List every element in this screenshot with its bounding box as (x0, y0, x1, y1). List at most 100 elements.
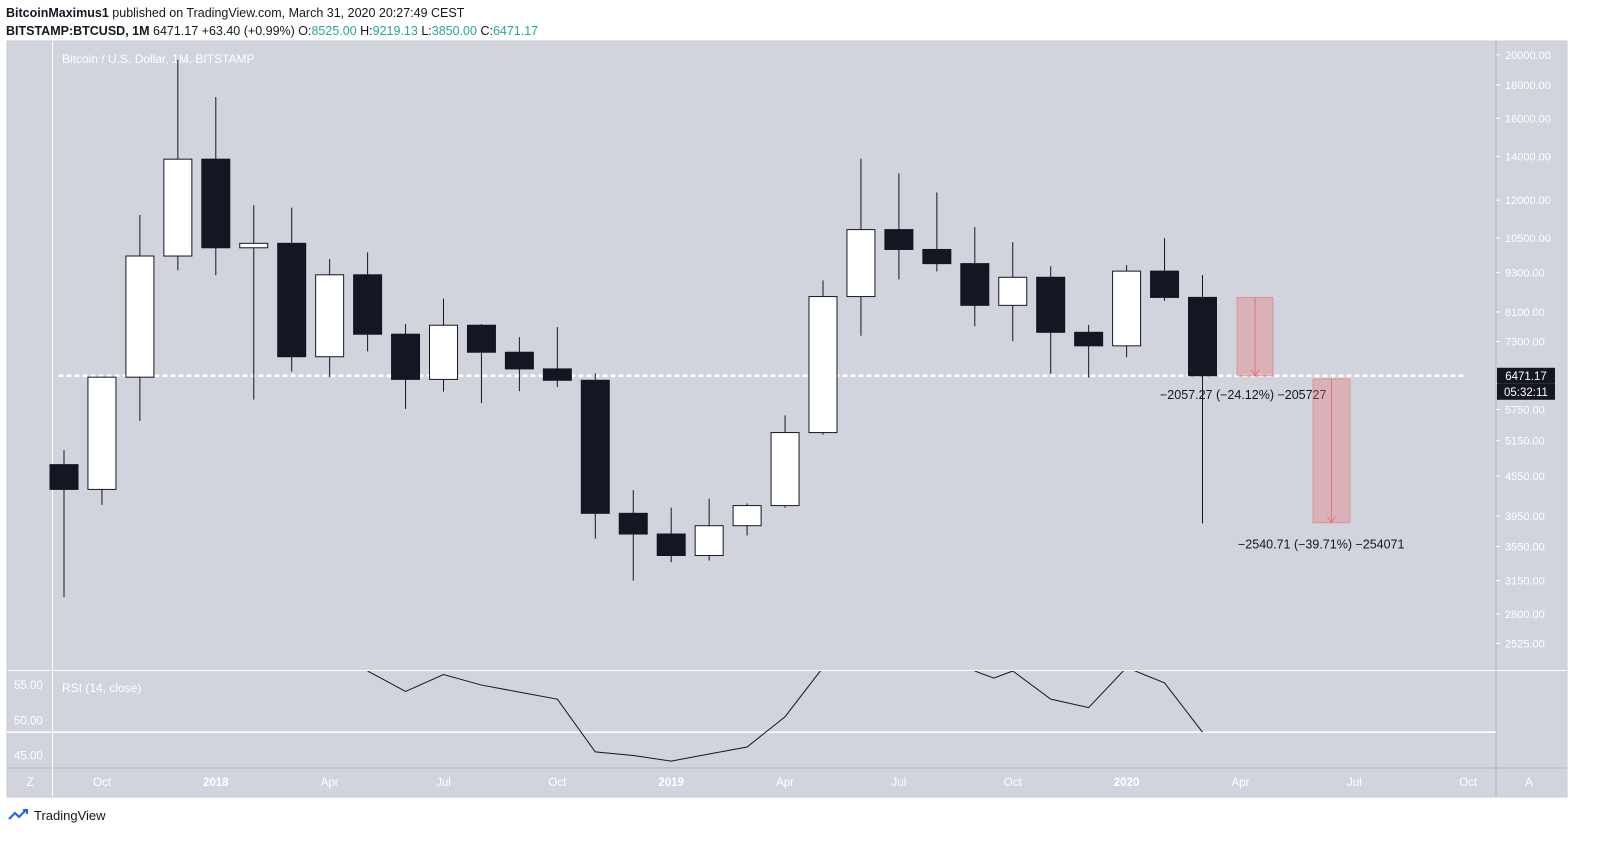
symbol-line: BITSTAMP:BTCUSD, 1M 6471.17 +63.40 (+0.9… (6, 22, 538, 40)
price-tick-label: 2800.00 (1505, 609, 1545, 621)
price-tick-label: 3550.00 (1505, 542, 1545, 554)
candle-body[interactable] (163, 158, 193, 257)
candle-body[interactable] (770, 432, 800, 507)
high-label: H: (360, 24, 373, 38)
price-tick-label: 16000.00 (1505, 113, 1551, 125)
candle-body[interactable] (656, 533, 686, 557)
price-change: +63.40 (+0.99%) (201, 24, 295, 38)
chart-watermark: Bitcoin / U.S. Dollar, 1M, BITSTAMP (62, 52, 255, 66)
price-tick-label: 9300.00 (1505, 268, 1545, 280)
time-tick-label: Apr (321, 777, 339, 789)
candle-body[interactable] (732, 505, 762, 527)
close-value: 6471.17 (492, 24, 539, 38)
publish-line: BitcoinMaximus1 published on TradingView… (6, 4, 538, 22)
rsi-tick-label: 45.00 (14, 750, 43, 762)
rsi-pane-background (7, 671, 1496, 768)
candle-body[interactable] (277, 242, 307, 358)
rsi-line-segment-1 (367, 671, 821, 762)
candle-body[interactable] (504, 351, 534, 370)
price-tick-label: 8100.00 (1505, 307, 1545, 319)
candle-body[interactable] (808, 296, 838, 434)
candle-body[interactable] (1150, 270, 1180, 298)
rsi-lines (367, 671, 1203, 762)
price-tick-label: 12000.00 (1505, 195, 1551, 207)
measure-label-2: −2540.71 (−39.71%) −254071 (1238, 538, 1405, 552)
candle-body[interactable] (580, 379, 610, 514)
candle-body[interactable] (49, 464, 79, 490)
candle-body[interactable] (239, 242, 269, 249)
candle-body[interactable] (391, 333, 421, 380)
candle-body[interactable] (466, 324, 496, 353)
price-tick-label: 10500.00 (1505, 233, 1551, 245)
time-tick-label: Jul (892, 777, 907, 789)
low-value: 3850.00 (431, 24, 477, 38)
rsi-label: RSI (14, close) (62, 681, 141, 695)
time-tick-label: 2020 (1114, 777, 1140, 789)
price-tick-label: 7300.00 (1505, 337, 1545, 349)
candle-body[interactable] (201, 158, 231, 249)
publish-info: published on TradingView.com, March 31, … (112, 6, 465, 20)
candle-body[interactable] (429, 324, 458, 380)
footer-brand[interactable]: TradingView (34, 808, 106, 823)
open-value: 8525.00 (311, 24, 357, 38)
time-tick-label: Apr (776, 777, 794, 789)
chart-header: BitcoinMaximus1 published on TradingView… (6, 4, 538, 40)
candle-body[interactable] (884, 229, 914, 250)
footer: TradingView (8, 808, 106, 823)
author-name[interactable]: BitcoinMaximus1 (6, 6, 109, 20)
z-button-label[interactable]: Z (26, 775, 33, 789)
rsi-tick-label: 55.00 (14, 680, 43, 692)
open-label: O: (298, 24, 312, 38)
tradingview-logo-icon (8, 808, 28, 820)
time-tick-label: 2018 (203, 777, 229, 789)
rsi-tick-label: 50.00 (14, 715, 43, 727)
candle-body[interactable] (694, 525, 724, 557)
time-tick-label: Oct (548, 777, 567, 789)
price-tick-label: 14000.00 (1505, 151, 1551, 163)
last-price-label: 6471.17 (1505, 371, 1547, 383)
measure-arrowhead-1 (1250, 369, 1260, 377)
low-label: L: (421, 24, 432, 38)
candle-body[interactable] (1188, 296, 1217, 377)
candle-body[interactable] (618, 512, 648, 535)
candle-body[interactable] (846, 229, 876, 298)
candle-body[interactable] (998, 276, 1028, 306)
z-button[interactable] (17, 773, 43, 791)
price-pane-background (7, 41, 1496, 670)
candle-body[interactable] (1112, 270, 1142, 347)
candle-body[interactable] (87, 376, 117, 490)
last-price-box (1497, 367, 1555, 384)
countdown-label: 05:32:11 (1504, 387, 1548, 399)
high-value: 9219.13 (372, 24, 418, 38)
candle-body[interactable] (542, 368, 572, 381)
price-tick-label: 20000.00 (1505, 50, 1551, 62)
price-tick-label: 5750.00 (1505, 404, 1545, 416)
price-tick-label: 4550.00 (1505, 471, 1545, 483)
time-tick-label: Jul (1347, 777, 1362, 789)
candle-body[interactable] (1036, 276, 1066, 333)
price-tick-label: 5150.00 (1505, 436, 1545, 448)
candle-body[interactable] (1074, 331, 1104, 347)
time-tick-label: 2019 (658, 777, 684, 789)
price-tick-label: 2525.00 (1505, 638, 1545, 650)
a-button-label[interactable]: A (1525, 775, 1533, 789)
time-tick-label: Jul (436, 777, 451, 789)
chart-frame (6, 40, 1568, 798)
measure-arrowhead-2 (1327, 516, 1336, 524)
price-tick-label: 18000.00 (1505, 80, 1551, 92)
time-axis-background (7, 768, 1496, 797)
candle-body[interactable] (960, 263, 990, 306)
candle-body[interactable] (315, 274, 345, 358)
rsi-line-segment-2 (974, 671, 1203, 733)
a-button[interactable] (1516, 773, 1542, 791)
close-label: C: (480, 24, 493, 38)
symbol-label: BITSTAMP:BTCUSD, 1M (6, 24, 150, 38)
price-tick-label: 3150.00 (1505, 576, 1545, 588)
time-tick-label: Oct (1459, 777, 1478, 789)
candle-body[interactable] (125, 255, 155, 378)
candle-body[interactable] (922, 248, 952, 265)
time-tick-label: Apr (1231, 777, 1249, 789)
price-tick-label: 3950.00 (1505, 511, 1545, 523)
candle-body[interactable] (353, 274, 383, 335)
